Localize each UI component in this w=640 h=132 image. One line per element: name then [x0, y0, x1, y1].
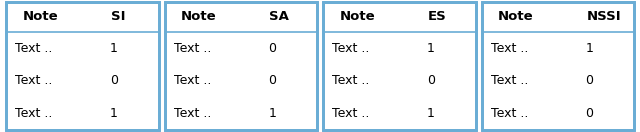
Bar — [415, 65, 476, 97]
Bar — [6, 2, 159, 130]
Text: 1: 1 — [268, 107, 276, 120]
Text: Text ..: Text .. — [491, 107, 528, 120]
Bar — [481, 2, 634, 32]
Text: ES: ES — [428, 11, 447, 23]
Text: Text ..: Text .. — [491, 42, 528, 55]
Text: SA: SA — [269, 11, 289, 23]
Bar — [164, 2, 317, 32]
Bar — [164, 2, 317, 130]
Bar — [481, 2, 634, 130]
Text: 1: 1 — [109, 42, 118, 55]
Text: Text ..: Text .. — [491, 74, 528, 88]
Bar — [256, 32, 317, 65]
Text: Text ..: Text .. — [173, 107, 211, 120]
Bar — [6, 65, 159, 97]
Text: Text ..: Text .. — [15, 107, 52, 120]
Bar — [481, 32, 634, 65]
Bar — [573, 97, 634, 130]
Bar — [323, 2, 476, 32]
Text: Text ..: Text .. — [15, 74, 52, 88]
Bar — [164, 65, 317, 97]
Bar — [323, 65, 476, 97]
Text: 0: 0 — [427, 74, 435, 88]
Bar — [256, 97, 317, 130]
Text: 0: 0 — [109, 74, 118, 88]
Bar — [256, 65, 317, 97]
Bar — [164, 2, 317, 130]
Text: 1: 1 — [109, 107, 118, 120]
Text: 0: 0 — [585, 107, 593, 120]
Text: Note: Note — [181, 11, 216, 23]
Bar — [573, 32, 634, 65]
Bar — [6, 97, 159, 130]
Text: 1: 1 — [427, 107, 435, 120]
Text: Note: Note — [498, 11, 534, 23]
Bar — [323, 2, 476, 130]
Text: Text ..: Text .. — [15, 42, 52, 55]
Bar — [481, 97, 634, 130]
Text: NSSI: NSSI — [586, 11, 621, 23]
Text: Text ..: Text .. — [332, 42, 369, 55]
Bar — [97, 65, 159, 97]
Bar — [415, 32, 476, 65]
Text: Note: Note — [22, 11, 58, 23]
Bar — [164, 97, 317, 130]
Bar — [573, 65, 634, 97]
Text: 0: 0 — [268, 74, 276, 88]
Text: 1: 1 — [427, 42, 435, 55]
Text: Text ..: Text .. — [173, 74, 211, 88]
Text: 0: 0 — [268, 42, 276, 55]
Text: SI: SI — [111, 11, 125, 23]
Text: Text ..: Text .. — [332, 74, 369, 88]
Text: Text ..: Text .. — [332, 107, 369, 120]
Bar — [481, 2, 634, 130]
Text: Text ..: Text .. — [173, 42, 211, 55]
Bar — [97, 97, 159, 130]
Text: 1: 1 — [585, 42, 593, 55]
Bar — [164, 32, 317, 65]
Text: Note: Note — [339, 11, 375, 23]
Bar — [481, 65, 634, 97]
Text: 0: 0 — [585, 74, 593, 88]
Bar — [415, 97, 476, 130]
Bar — [323, 2, 476, 130]
Bar — [323, 97, 476, 130]
Bar — [323, 32, 476, 65]
Bar — [6, 2, 159, 32]
Bar — [97, 32, 159, 65]
Bar — [6, 32, 159, 65]
Bar — [6, 2, 159, 130]
